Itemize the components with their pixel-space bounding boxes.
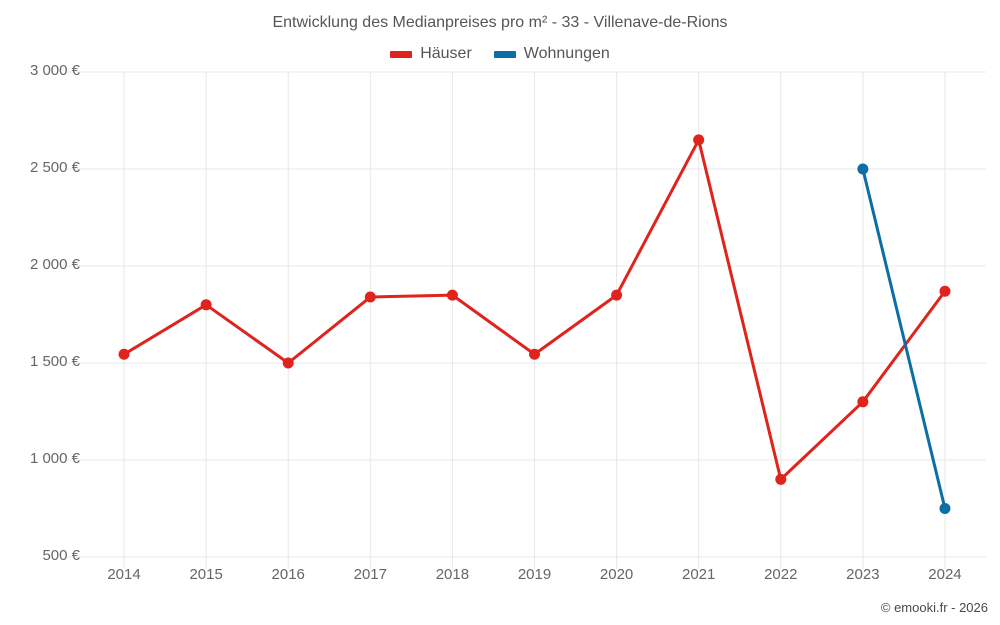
x-tick-label: 2021 xyxy=(681,566,716,583)
x-tick-label: 2020 xyxy=(599,566,634,583)
x-tick-label: 2015 xyxy=(189,566,223,583)
legend-label-hauser: Häuser xyxy=(420,45,472,62)
data-point[interactable] xyxy=(282,357,294,369)
x-tick-label: 2024 xyxy=(928,566,962,583)
data-point[interactable] xyxy=(446,289,458,301)
data-point[interactable] xyxy=(775,473,787,485)
data-point[interactable] xyxy=(857,163,869,175)
data-point[interactable] xyxy=(611,289,623,301)
data-point[interactable] xyxy=(118,348,130,360)
legend-item-wohnungen[interactable]: Wohnungen xyxy=(493,45,610,63)
data-point[interactable] xyxy=(200,299,212,311)
y-axis-labels: 3 000 € 2 500 € 2 000 € 1 500 € 1 000 € 500 € xyxy=(0,0,80,625)
x-tick-label: 2016 xyxy=(271,566,305,583)
chart-legend: Häuser Wohnungen xyxy=(0,45,1000,63)
legend-swatch-wohnungen xyxy=(493,50,516,58)
x-tick-label: 2017 xyxy=(353,566,387,583)
legend-swatch-hauser xyxy=(390,50,413,58)
data-point[interactable] xyxy=(693,134,705,146)
x-tick-label: 2019 xyxy=(517,566,552,583)
y-tick-label: 1 000 € xyxy=(29,450,80,467)
x-tick-label: 2018 xyxy=(435,566,470,583)
data-point[interactable] xyxy=(939,503,951,514)
data-point[interactable] xyxy=(939,285,951,297)
legend-label-wohnungen: Wohnungen xyxy=(523,45,610,62)
data-point[interactable] xyxy=(364,291,376,303)
chart-title: Entwicklung des Medianpreises pro m² - 3… xyxy=(272,14,728,31)
y-tick-label: 2 500 € xyxy=(29,159,80,176)
x-tick-label: 2022 xyxy=(764,566,798,583)
series-line-wohnungen xyxy=(861,167,947,510)
y-tick-label: 1 500 € xyxy=(29,353,80,370)
legend-item-hauser[interactable]: Häuser xyxy=(390,45,472,63)
x-tick-label: 2023 xyxy=(846,566,880,583)
data-point[interactable] xyxy=(857,396,869,408)
credit-text: © emooki.fr - 2026 xyxy=(880,600,988,615)
x-tick-label: 2014 xyxy=(107,566,141,583)
y-tick-label: 2 000 € xyxy=(29,256,80,273)
data-point[interactable] xyxy=(529,348,540,360)
y-tick-label: 500 € xyxy=(42,547,80,564)
y-tick-label: 3 000 € xyxy=(29,62,80,79)
